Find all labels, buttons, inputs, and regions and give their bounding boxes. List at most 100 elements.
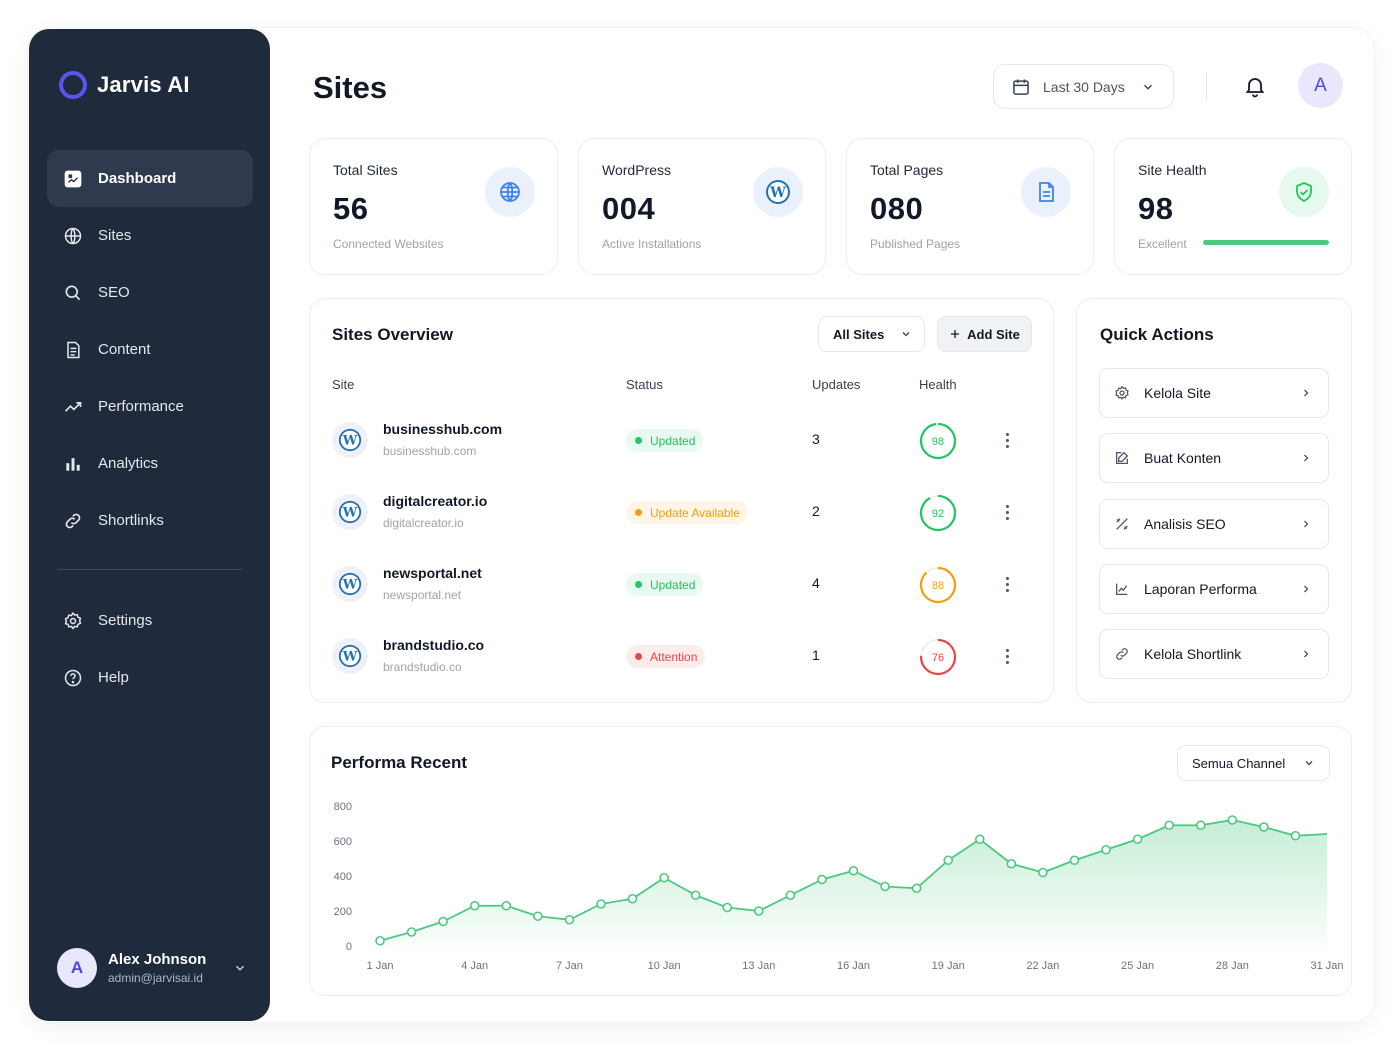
chevron-right-icon — [1304, 650, 1309, 658]
health-progress-fill — [1203, 240, 1329, 245]
chevron-down-icon — [1144, 84, 1152, 90]
sidebar-item-label: Analytics — [98, 455, 159, 472]
y-tick-label: 200 — [334, 906, 352, 918]
sidebar-item-analytics[interactable]: Analytics — [47, 435, 253, 492]
quick-action-buat-konten[interactable]: Buat Konten — [1099, 433, 1329, 483]
site-name[interactable]: newsportal.net — [383, 565, 482, 581]
add-site-button[interactable]: Add Site — [937, 316, 1032, 352]
data-point — [690, 890, 701, 901]
sidebar-item-label: Shortlinks — [98, 512, 164, 529]
user-menu[interactable]: A Alex Johnson admin@jarvisai.id — [57, 946, 247, 990]
sidebar-divider — [57, 569, 243, 570]
y-tick-label: 400 — [334, 871, 352, 883]
status-badge: Attention — [626, 645, 706, 668]
sidebar-item-label: Performance — [98, 398, 184, 415]
wordpress-icon: W — [332, 638, 368, 674]
quick-action-analisis-seo[interactable]: Analisis SEO — [1099, 499, 1329, 549]
panel-title: Performa Recent — [331, 753, 468, 772]
column-header-site[interactable]: Site — [332, 377, 355, 392]
site-name[interactable]: businesshub.com — [383, 421, 503, 437]
svg-text:W: W — [342, 434, 358, 449]
data-point — [1101, 844, 1111, 855]
site-filter-select[interactable]: All Sites — [818, 316, 925, 352]
globe-icon — [485, 167, 535, 217]
date-range-select[interactable]: Last 30 Days — [993, 64, 1174, 109]
brand[interactable]: Jarvis AI — [59, 71, 190, 99]
quick-action-kelola-site[interactable]: Kelola Site — [1099, 368, 1329, 418]
status-badge: Updated — [626, 429, 704, 452]
svg-text:W: W — [342, 506, 358, 521]
sidebar-item-seo[interactable]: SEO — [47, 264, 253, 321]
tools-icon — [1116, 518, 1128, 530]
site-name[interactable]: digitalcreator.io — [383, 493, 488, 509]
gear-icon — [64, 611, 82, 630]
x-tick-label: 22 Jan — [1026, 960, 1059, 972]
row-menu-button[interactable] — [1000, 501, 1014, 523]
stat-label: Total Pages — [870, 162, 944, 178]
column-header-updates[interactable]: Updates — [812, 377, 861, 392]
x-tick-label: 7 Jan — [556, 960, 583, 972]
sidebar-item-content[interactable]: Content — [47, 321, 253, 378]
health-score-ring: 88 — [919, 566, 957, 604]
stat-value: 56 — [333, 191, 369, 226]
site-domain: newsportal.net — [383, 588, 462, 602]
column-header-health[interactable]: Health — [919, 377, 957, 392]
data-point — [1132, 834, 1143, 845]
wordpress-icon: W — [753, 167, 803, 217]
plus-icon — [951, 330, 960, 338]
y-tick-label: 600 — [334, 836, 352, 848]
x-tick-label: 13 Jan — [742, 960, 775, 972]
sidebar-item-label: Settings — [98, 612, 153, 629]
quick-action-label: Laporan Performa — [1144, 581, 1257, 597]
sites-overview-panel: Sites Overview All Sites Add Site Site S… — [309, 298, 1054, 703]
x-tick-label: 4 Jan — [461, 960, 488, 972]
x-tick-label: 19 Jan — [932, 960, 965, 972]
sidebar-item-help[interactable]: Help — [47, 649, 253, 706]
health-score: 88 — [932, 580, 944, 592]
status-badge: Update Available — [626, 501, 748, 524]
link-icon — [1116, 648, 1128, 660]
logo-ring-icon — [59, 71, 87, 99]
chevron-right-icon — [1304, 454, 1309, 462]
sidebar-item-sites[interactable]: Sites — [47, 207, 253, 264]
sidebar-item-dashboard[interactable]: Dashboard — [47, 150, 253, 207]
status-dot — [635, 653, 642, 660]
health-score: 98 — [932, 436, 944, 448]
data-point — [438, 916, 448, 927]
header-divider — [1206, 72, 1207, 101]
status-label: Updated — [650, 577, 696, 592]
column-header-status[interactable]: Status — [626, 377, 663, 392]
site-name[interactable]: brandstudio.co — [383, 637, 485, 653]
stat-sub: Published Pages — [870, 237, 961, 251]
y-tick-label: 800 — [334, 801, 352, 813]
data-point — [627, 893, 638, 904]
sidebar-item-shortlinks[interactable]: Shortlinks — [47, 492, 253, 549]
channel-select[interactable]: Semua Channel — [1177, 745, 1330, 781]
sidebar-item-label: Help — [98, 669, 129, 686]
row-menu-button[interactable] — [1000, 645, 1014, 667]
site-domain: businesshub.com — [383, 444, 477, 458]
health-score-ring: 76 — [919, 638, 957, 676]
data-point — [785, 890, 796, 901]
chart-line-icon — [1116, 583, 1128, 595]
data-point — [1290, 830, 1301, 841]
performance-panel: Performa Recent Semua Channel 800 600 400 2… — [309, 726, 1352, 996]
data-point — [533, 911, 543, 922]
health-score-ring: 98 — [919, 422, 957, 460]
user-info: Alex Johnson admin@jarvisai.id — [108, 951, 206, 985]
sidebar-item-settings[interactable]: Settings — [47, 592, 253, 649]
row-menu-button[interactable] — [1000, 429, 1014, 451]
row-menu-button[interactable] — [1000, 573, 1014, 595]
x-tick-label: 1 Jan — [367, 960, 394, 972]
header-avatar[interactable]: A — [1298, 63, 1343, 108]
help-icon — [64, 669, 82, 686]
quick-action-laporan-performa[interactable]: Laporan Performa — [1099, 564, 1329, 614]
quick-action-kelola-shortlink[interactable]: Kelola Shortlink — [1099, 629, 1329, 679]
sidebar-item-performance[interactable]: Performance — [47, 378, 253, 435]
bell-icon[interactable] — [1243, 74, 1267, 98]
document-icon — [67, 341, 80, 358]
